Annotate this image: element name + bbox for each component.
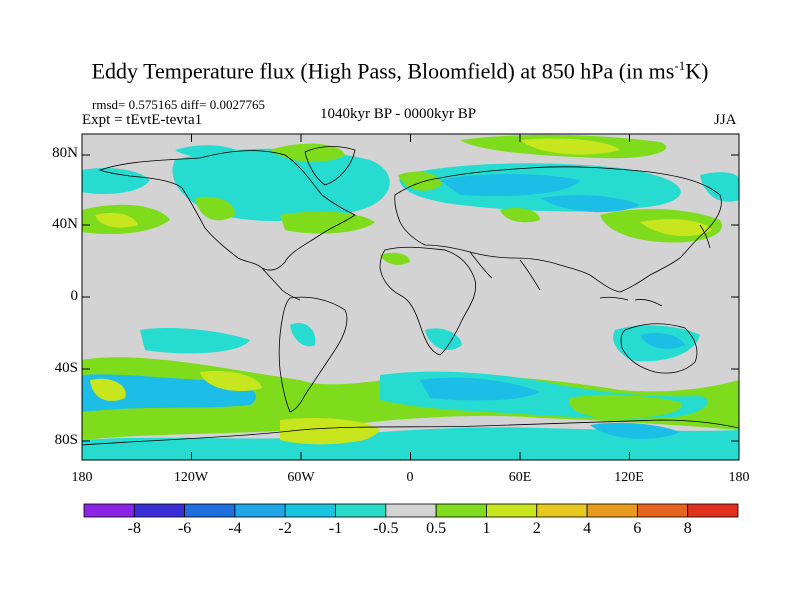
colorbar-swatch	[133, 503, 186, 518]
weddell-yellow-patch	[280, 418, 380, 445]
colorbar-tick-label: -2	[278, 520, 292, 537]
colorbar-tick-label: 2	[532, 520, 541, 537]
lon-label-120e: 120E	[614, 470, 644, 485]
colorbar-swatch	[636, 503, 689, 518]
colorbar-tick-label: -6	[177, 520, 192, 537]
greenland-coast	[304, 146, 356, 186]
colorbar	[83, 503, 739, 518]
lat-label-80s: 80S	[54, 432, 78, 448]
colorbar-tick-label: 6	[633, 520, 642, 537]
colorbar-swatch	[284, 503, 336, 518]
antarctica-coast	[82, 419, 739, 446]
africa-coast	[379, 246, 477, 356]
colorbar-swatch	[687, 503, 739, 518]
north-pacific-green-patch-2	[195, 196, 235, 221]
south-pacific-cyan-patch	[140, 328, 250, 354]
colorbar-tick-label: 0.5	[426, 520, 447, 537]
central-america-coast	[261, 267, 301, 301]
colorbar-swatch	[234, 503, 286, 518]
lat-label-40s: 40S	[54, 360, 78, 376]
map-plot-area	[82, 134, 739, 460]
map-title: Eddy Temperature flux (High Pass, Bloomf…	[91, 58, 709, 84]
colorbar-swatch	[385, 503, 437, 518]
experiment-label: Expt = tEvtE-tevta1	[82, 112, 203, 128]
north-america-coast	[98, 150, 356, 271]
ross-sea-cyan-patch	[590, 422, 680, 439]
lon-label-180w: 180	[71, 470, 93, 485]
colorbar-swatch	[184, 503, 236, 518]
coastlines	[82, 146, 739, 446]
north-pacific-cyan-area	[82, 168, 150, 195]
lon-label-180e: 180	[728, 470, 750, 485]
colorbar-tick-label: -1	[328, 520, 343, 537]
colorbar-tick-label: 1	[482, 520, 491, 537]
period-label: 1040kyr BP - 0000kyr BP	[320, 106, 477, 122]
antarctic-cyan-band	[82, 427, 739, 460]
kazakhstan-green-patch	[500, 208, 540, 223]
season-label: JJA	[714, 112, 737, 128]
colorbar-tick-label: -0.5	[373, 520, 399, 537]
mediterranean-green-patch	[380, 252, 410, 265]
south-america-coast	[278, 296, 348, 413]
colorbar-swatch	[586, 503, 638, 518]
siberia-cyan-patch	[540, 195, 640, 213]
lon-label-60w: 60W	[287, 470, 315, 485]
colorbar-swatch	[435, 503, 487, 518]
north-pacific-yellow-patch	[95, 213, 138, 228]
indian-ocean-green-patch	[569, 394, 682, 419]
colorbar-tick-label: 8	[683, 520, 692, 537]
lon-label-60e: 60E	[508, 470, 532, 485]
central-pacific-cyan-patch	[175, 145, 240, 158]
eurasia-blue-core	[440, 174, 580, 197]
colorbar-swatch	[335, 503, 387, 518]
south-pacific-yellow-patch	[90, 378, 126, 401]
colorbar-swatch	[83, 503, 135, 518]
lon-label-120w: 120W	[173, 470, 209, 485]
lat-label-0: 0	[70, 288, 79, 304]
north-pacific-east-cyan	[700, 172, 739, 202]
arctic-yellow-patch	[520, 138, 620, 155]
japan-coast	[699, 224, 711, 249]
indonesia-coast	[599, 296, 663, 307]
colorbar-swatch	[536, 503, 588, 518]
colorbar-tick-label: -4	[228, 520, 242, 537]
europe-green-patch	[398, 171, 442, 191]
south-america-cyan-patch	[290, 322, 316, 347]
south-africa-cyan-patch	[425, 328, 462, 350]
lat-label-40n: 40N	[52, 216, 78, 232]
south-pacific-yellow-patch-2	[200, 370, 262, 392]
east-asia-yellow-patch	[640, 219, 712, 237]
colorbar-swatch	[486, 503, 538, 518]
lat-label-80n: 80N	[52, 145, 78, 161]
axis-ticks	[81, 134, 740, 460]
colorbar-tick-label: -8	[127, 520, 141, 537]
australia-coast	[620, 323, 698, 374]
europe-asia-coast	[394, 166, 722, 293]
australia-blue-patch	[640, 333, 685, 349]
colorbar-tick-label: 4	[583, 520, 592, 537]
lon-label-0: 0	[406, 470, 414, 485]
arabia-india-coast	[469, 251, 541, 291]
south-atlantic-blue-core	[420, 377, 540, 401]
rmsd-diff-stats: rmsd= 0.575165 diff= 0.0027765	[92, 97, 265, 112]
